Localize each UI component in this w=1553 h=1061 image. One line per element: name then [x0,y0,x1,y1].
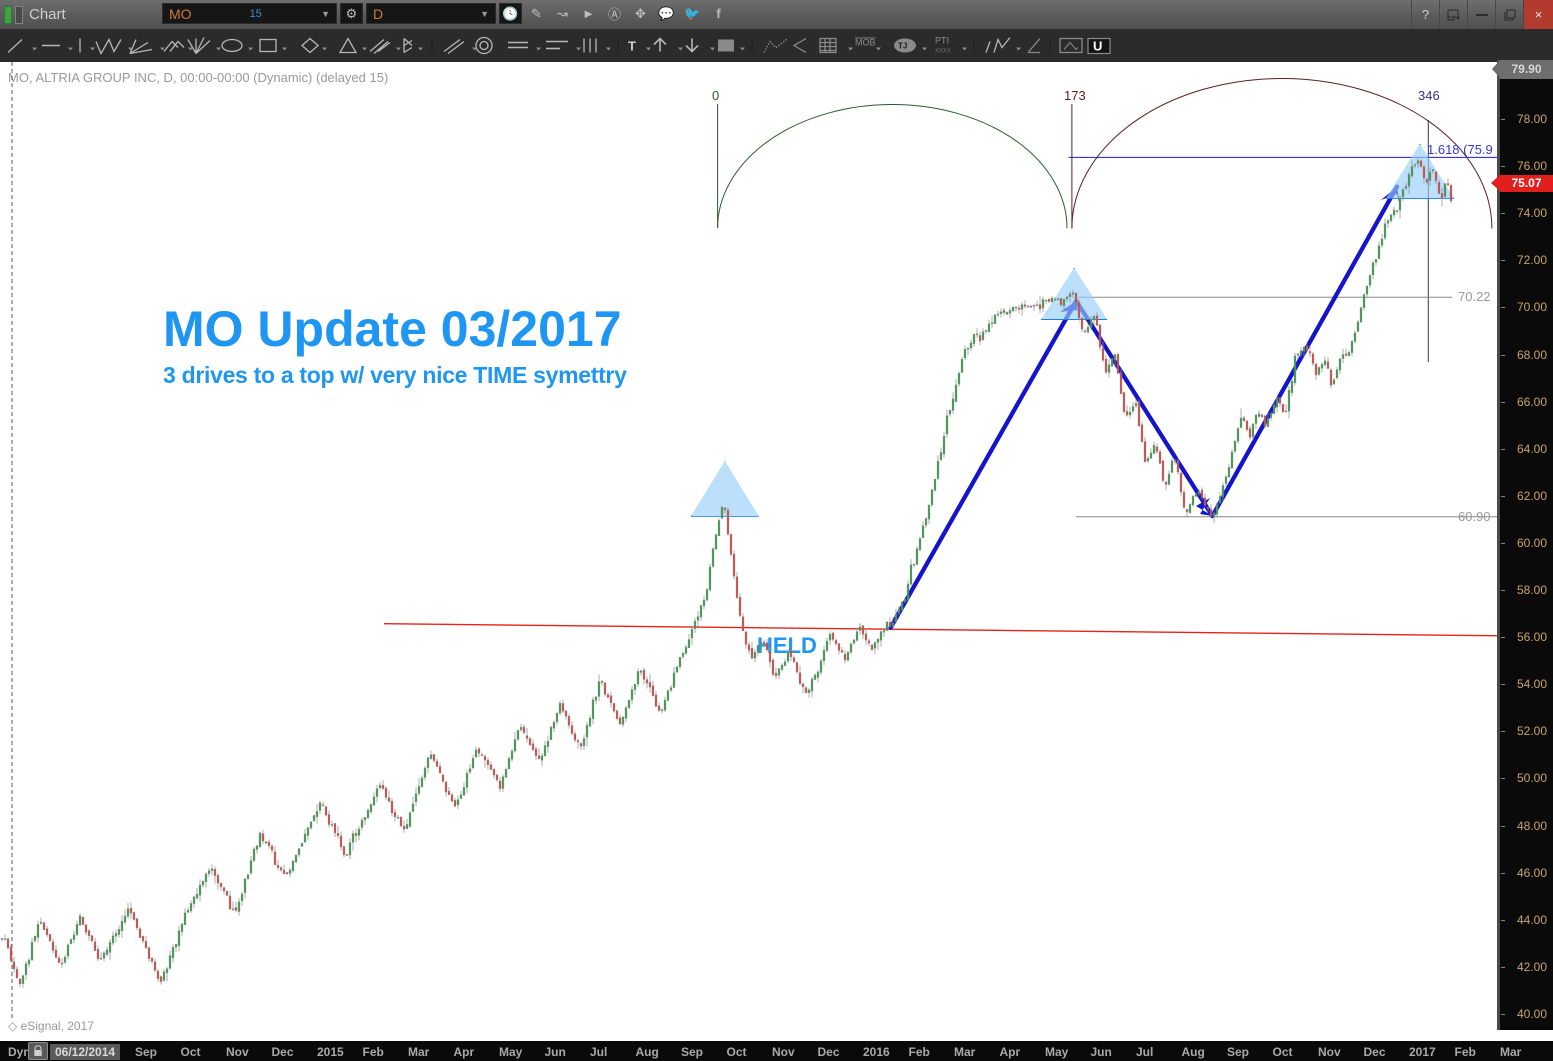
svg-text:TJ: TJ [898,42,907,51]
svg-text:xxxx: xxxx [935,46,951,55]
svg-text:MOB: MOB [855,38,876,48]
svg-text:T: T [628,39,636,54]
svg-text:PTI: PTI [935,36,949,46]
svg-text:U: U [1093,39,1102,54]
